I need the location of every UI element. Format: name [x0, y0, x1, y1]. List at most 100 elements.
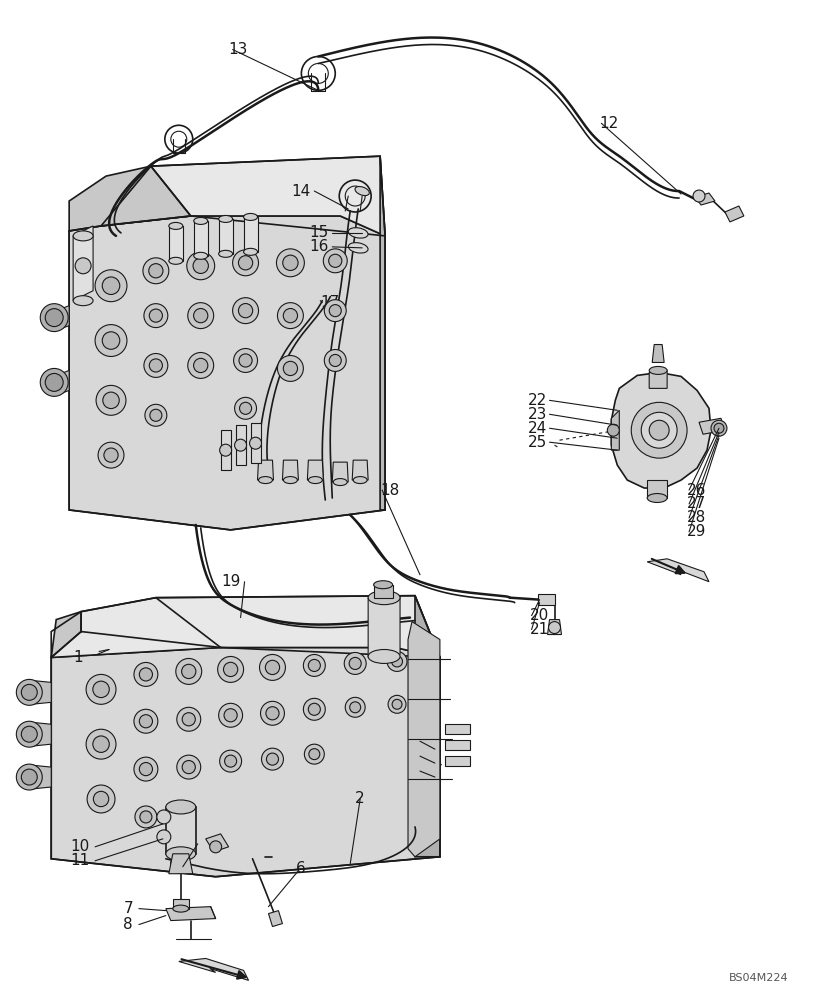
- Ellipse shape: [166, 847, 196, 861]
- Text: 25: 25: [528, 435, 547, 450]
- Text: 12: 12: [599, 116, 619, 131]
- Polygon shape: [611, 372, 711, 488]
- Circle shape: [143, 258, 169, 284]
- Polygon shape: [69, 166, 190, 231]
- Polygon shape: [31, 680, 51, 704]
- Circle shape: [193, 258, 208, 273]
- Polygon shape: [218, 219, 232, 254]
- Circle shape: [96, 385, 126, 415]
- Polygon shape: [537, 594, 555, 605]
- Polygon shape: [652, 345, 664, 362]
- Ellipse shape: [373, 581, 392, 589]
- Circle shape: [250, 437, 261, 449]
- Circle shape: [21, 684, 37, 700]
- Circle shape: [308, 659, 321, 671]
- Text: 15: 15: [309, 225, 328, 240]
- Text: 18: 18: [380, 483, 400, 498]
- Circle shape: [86, 674, 116, 704]
- Ellipse shape: [173, 905, 189, 912]
- Ellipse shape: [649, 366, 667, 374]
- Circle shape: [95, 325, 127, 356]
- Polygon shape: [445, 756, 470, 766]
- Circle shape: [157, 810, 171, 824]
- Ellipse shape: [368, 591, 400, 605]
- Circle shape: [134, 662, 158, 686]
- Circle shape: [349, 657, 361, 669]
- Polygon shape: [283, 460, 298, 480]
- Circle shape: [149, 359, 162, 372]
- Circle shape: [45, 373, 63, 391]
- Text: 9: 9: [169, 859, 179, 874]
- Circle shape: [232, 298, 259, 324]
- Text: 11: 11: [70, 853, 89, 868]
- Polygon shape: [166, 807, 196, 854]
- Ellipse shape: [259, 477, 273, 484]
- Text: 7: 7: [124, 901, 133, 916]
- Text: 6: 6: [295, 861, 305, 876]
- Ellipse shape: [349, 243, 368, 253]
- Ellipse shape: [169, 222, 183, 229]
- Polygon shape: [69, 216, 385, 530]
- Ellipse shape: [166, 800, 196, 814]
- Circle shape: [16, 721, 42, 747]
- Circle shape: [150, 409, 162, 421]
- Circle shape: [181, 664, 196, 679]
- Circle shape: [240, 402, 251, 414]
- Circle shape: [641, 412, 677, 448]
- Text: 29: 29: [687, 524, 706, 539]
- Text: 28: 28: [687, 510, 706, 525]
- Polygon shape: [51, 612, 81, 657]
- Circle shape: [238, 304, 253, 318]
- Polygon shape: [250, 423, 260, 463]
- Circle shape: [139, 668, 152, 681]
- Polygon shape: [244, 217, 258, 252]
- Circle shape: [140, 811, 152, 823]
- Circle shape: [95, 270, 127, 302]
- Text: 10: 10: [70, 839, 89, 854]
- Circle shape: [102, 277, 119, 294]
- Ellipse shape: [169, 257, 183, 264]
- Circle shape: [349, 702, 361, 713]
- Circle shape: [391, 656, 403, 667]
- Text: 19: 19: [221, 574, 241, 589]
- Circle shape: [104, 448, 118, 462]
- Text: 22: 22: [528, 393, 547, 408]
- Text: 16: 16: [309, 239, 328, 254]
- Circle shape: [549, 622, 560, 634]
- Polygon shape: [415, 596, 440, 857]
- Circle shape: [308, 703, 321, 715]
- Circle shape: [392, 699, 402, 709]
- Circle shape: [220, 750, 241, 772]
- Polygon shape: [51, 648, 440, 877]
- Circle shape: [283, 255, 298, 270]
- Ellipse shape: [349, 228, 368, 238]
- Circle shape: [225, 755, 236, 767]
- Polygon shape: [611, 410, 620, 450]
- Circle shape: [144, 304, 168, 328]
- Polygon shape: [31, 722, 51, 746]
- Ellipse shape: [283, 477, 297, 484]
- Ellipse shape: [73, 231, 93, 241]
- Circle shape: [238, 256, 253, 270]
- Circle shape: [260, 654, 285, 680]
- Polygon shape: [649, 370, 667, 388]
- Circle shape: [75, 258, 91, 274]
- Circle shape: [303, 654, 325, 676]
- Polygon shape: [56, 370, 69, 395]
- Polygon shape: [374, 585, 393, 598]
- Circle shape: [278, 303, 303, 329]
- Circle shape: [98, 442, 124, 468]
- Circle shape: [714, 423, 724, 433]
- Circle shape: [224, 709, 237, 722]
- Circle shape: [176, 658, 202, 684]
- Polygon shape: [194, 221, 208, 256]
- Circle shape: [261, 748, 283, 770]
- Circle shape: [209, 841, 222, 853]
- Circle shape: [220, 444, 232, 456]
- Circle shape: [218, 656, 244, 682]
- Text: 24: 24: [528, 421, 547, 436]
- Circle shape: [323, 249, 347, 273]
- Text: 17: 17: [321, 295, 339, 310]
- Polygon shape: [236, 425, 246, 465]
- Circle shape: [187, 252, 215, 280]
